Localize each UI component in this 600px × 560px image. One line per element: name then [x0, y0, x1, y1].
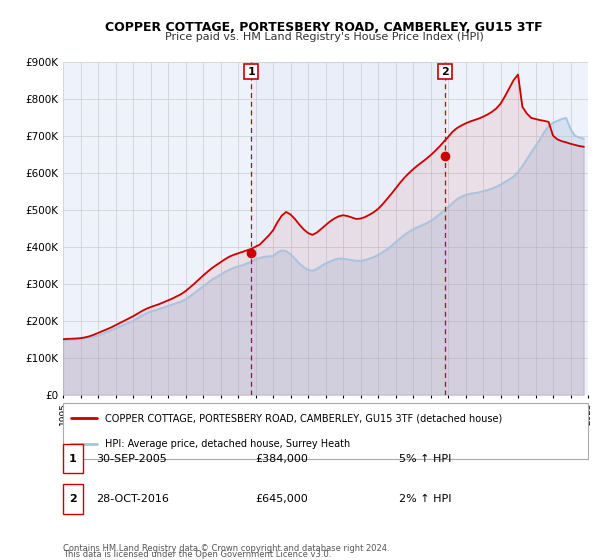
Text: Contains HM Land Registry data © Crown copyright and database right 2024.: Contains HM Land Registry data © Crown c…	[63, 544, 389, 553]
Text: HPI: Average price, detached house, Surrey Heath: HPI: Average price, detached house, Surr…	[105, 439, 350, 449]
FancyBboxPatch shape	[63, 403, 588, 459]
Text: 28-OCT-2016: 28-OCT-2016	[96, 494, 169, 504]
Text: 2% ↑ HPI: 2% ↑ HPI	[399, 494, 452, 504]
Text: 5% ↑ HPI: 5% ↑ HPI	[399, 454, 451, 464]
Text: 2: 2	[441, 67, 449, 77]
Text: 2: 2	[69, 494, 77, 504]
Text: 30-SEP-2005: 30-SEP-2005	[96, 454, 167, 464]
Text: COPPER COTTAGE, PORTESBERY ROAD, CAMBERLEY, GU15 3TF (detached house): COPPER COTTAGE, PORTESBERY ROAD, CAMBERL…	[105, 413, 502, 423]
Text: 1: 1	[247, 67, 255, 77]
Bar	[251, 62, 445, 395]
Text: £645,000: £645,000	[255, 494, 308, 504]
Text: COPPER COTTAGE, PORTESBERY ROAD, CAMBERLEY, GU15 3TF: COPPER COTTAGE, PORTESBERY ROAD, CAMBERL…	[105, 21, 543, 34]
Text: Price paid vs. HM Land Registry's House Price Index (HPI): Price paid vs. HM Land Registry's House …	[164, 32, 484, 42]
Text: £384,000: £384,000	[255, 454, 308, 464]
Text: 1: 1	[69, 454, 77, 464]
Text: This data is licensed under the Open Government Licence v3.0.: This data is licensed under the Open Gov…	[63, 550, 331, 559]
